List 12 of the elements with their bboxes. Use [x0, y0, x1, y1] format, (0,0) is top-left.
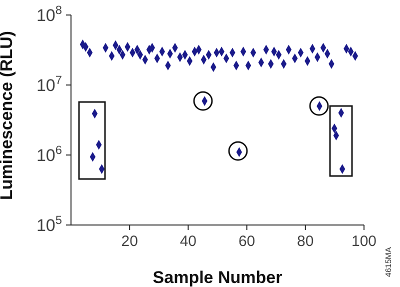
- y-tick-label: 10$^{5}$: [36, 213, 62, 235]
- x-axis-title: Sample Number: [152, 268, 283, 287]
- x-tick-label: 100: [351, 233, 377, 250]
- y-tick-label: 10$^{6}$: [36, 143, 62, 165]
- x-tick-label: 20: [121, 233, 138, 250]
- x-tick-label: 60: [238, 233, 256, 250]
- y-axis-title: Luminescence (RLU): [0, 30, 16, 200]
- text: 4615MA: [384, 247, 393, 277]
- x-tick-label: 80: [297, 233, 314, 250]
- x-tick-label: 40: [180, 233, 197, 250]
- y-tick-label: 10$^{7}$: [36, 73, 62, 95]
- y-tick-label: 10$^{8}$: [36, 3, 62, 25]
